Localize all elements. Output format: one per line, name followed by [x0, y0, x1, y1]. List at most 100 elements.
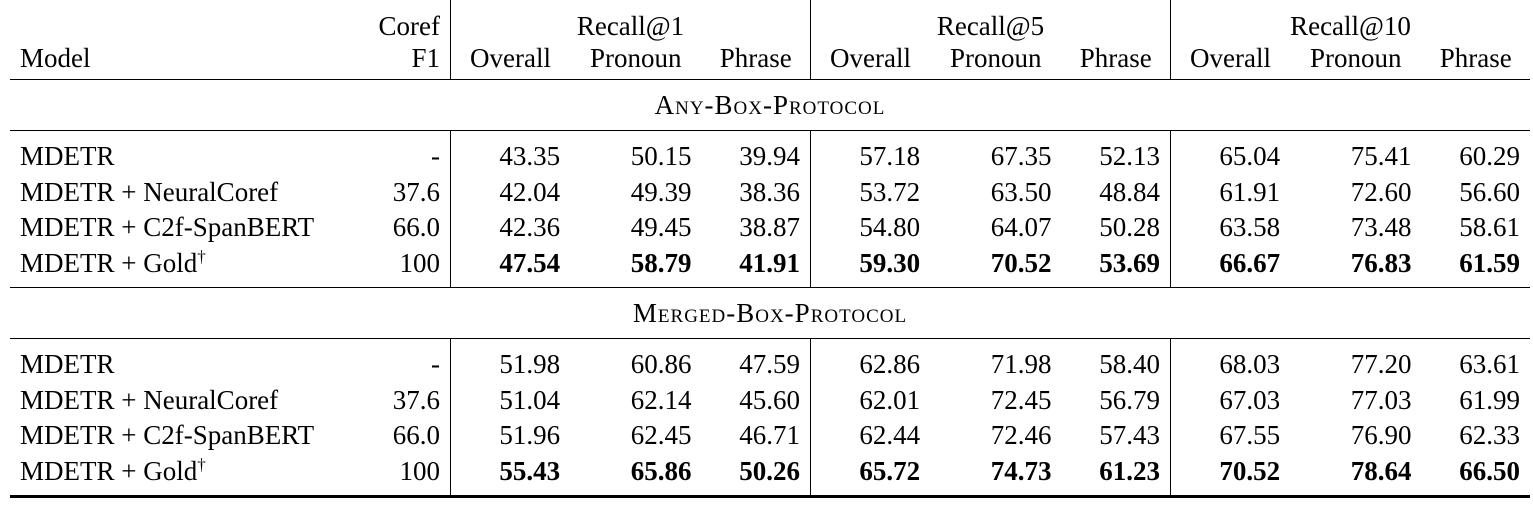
value-cell: 53.72	[810, 174, 931, 210]
value-text: 71.98	[990, 349, 1052, 380]
value-text: 41.91	[739, 247, 800, 278]
header-recall10: Recall@10	[1170, 0, 1530, 40]
value-cell: 62.01	[810, 382, 931, 418]
value-text: 62.45	[630, 420, 692, 451]
subheader: Overall	[1170, 40, 1291, 80]
subheader: Pronoun	[930, 40, 1062, 80]
value-text: 67.03	[1219, 384, 1281, 415]
value-text: 76.90	[1350, 420, 1412, 451]
section-title: Merged-Box-Protocol	[10, 287, 1530, 339]
value-cell: 61.59	[1421, 245, 1530, 288]
value-text: 62.86	[859, 349, 921, 380]
value-cell: 76.83	[1290, 245, 1422, 288]
value-text: 54.80	[859, 212, 921, 243]
value-text: 75.41	[1350, 141, 1412, 172]
value-text: 67.35	[990, 141, 1052, 172]
value-text: 61.23	[1099, 455, 1160, 486]
value-cell: 52.13	[1062, 131, 1171, 175]
value-cell: 55.43	[450, 453, 571, 498]
value-text: 50.15	[630, 141, 692, 172]
coref-f1-cell: -	[431, 349, 440, 380]
value-text: 51.98	[499, 349, 561, 380]
value-text: 58.40	[1099, 349, 1160, 380]
value-text: 72.46	[990, 420, 1052, 451]
value-text: 67.55	[1219, 420, 1281, 451]
value-cell: 71.98	[930, 339, 1061, 383]
value-text: 62.14	[630, 384, 692, 415]
value-cell: 65.04	[1170, 130, 1291, 175]
value-text: 43.35	[499, 141, 561, 172]
value-text: 42.36	[499, 212, 561, 243]
value-cell: 62.33	[1422, 418, 1531, 454]
table-row: MDETR + NeuralCoref 37.6 42.04 49.39 38.36 53…	[10, 174, 1530, 211]
model-label: MDETR + C2f-SpanBERT	[20, 212, 315, 243]
value-text: 47.59	[739, 349, 800, 380]
value-text: 51.96	[499, 420, 561, 451]
value-cell: 68.03	[1170, 338, 1291, 383]
value-text: 48.84	[1099, 176, 1160, 207]
value-text: 65.86	[630, 455, 692, 486]
value-text: 65.72	[859, 455, 921, 486]
value-cell: 57.43	[1062, 418, 1171, 454]
value-text: 50.26	[739, 455, 800, 486]
value-cell: 66.50	[1421, 453, 1530, 498]
value-text: 38.87	[739, 212, 800, 243]
value-cell: 75.41	[1290, 131, 1421, 175]
subheader: Pronoun	[570, 40, 702, 80]
value-cell: 38.87	[702, 210, 811, 246]
value-text: 78.64	[1350, 455, 1412, 486]
value-text: 66.67	[1219, 247, 1281, 278]
value-text: 63.58	[1219, 212, 1281, 243]
model-name: MDETR + NeuralCoref	[10, 175, 360, 211]
coref-f1-cell: 100	[360, 453, 451, 498]
value-cell: 50.28	[1062, 210, 1171, 246]
value-cell: 77.03	[1290, 383, 1421, 419]
value-cell: 62.44	[810, 418, 931, 454]
value-text: 74.73	[990, 455, 1052, 486]
value-text: 63.61	[1459, 349, 1520, 380]
table-row: MDETR - 43.35 50.15 39.94 57.18 67.35 52.13 65.0…	[10, 130, 1531, 175]
value-text: 60.29	[1459, 141, 1520, 172]
value-cell: 60.29	[1422, 131, 1531, 175]
value-cell: 39.94	[702, 131, 811, 175]
value-text: 77.03	[1350, 384, 1412, 415]
subheader: Phrase	[1061, 40, 1171, 80]
value-cell: 61.23	[1061, 453, 1171, 498]
table-row: MDETR - 51.98 60.86 47.59 62.86 71.98 58.40 68.0…	[10, 338, 1530, 383]
value-text: 51.04	[499, 384, 561, 415]
model-label: MDETR	[20, 141, 115, 172]
coref-f1-cell: 37.6	[392, 176, 440, 207]
value-cell: 72.60	[1290, 175, 1421, 211]
value-cell: 78.64	[1290, 453, 1422, 498]
value-text: 64.07	[990, 212, 1052, 243]
value-text: 58.79	[630, 247, 692, 278]
header-f1: F1	[360, 40, 451, 80]
coref-f1-cell: 66.0	[392, 212, 440, 243]
value-cell: 67.03	[1170, 382, 1291, 418]
model-label: MDETR	[20, 349, 115, 380]
coref-f1-cell: 66.0	[392, 420, 440, 451]
section-title-row: Merged-Box-Protocol	[10, 287, 1530, 339]
subheader: Overall	[810, 40, 931, 80]
model-name: MDETR + C2f-SpanBERT	[10, 418, 360, 454]
value-text: 55.43	[499, 455, 561, 486]
header-row-1: Coref Recall@1 Recall@5 Recall@10	[10, 0, 1530, 40]
value-cell: 46.71	[702, 418, 811, 454]
model-name: MDETR + Gold†	[10, 453, 360, 498]
value-cell: 60.86	[570, 339, 701, 383]
model-name: MDETR + C2f-SpanBERT	[10, 210, 360, 246]
value-text: 73.48	[1350, 212, 1412, 243]
value-text: 60.86	[630, 349, 692, 380]
dagger-mark: †	[197, 454, 206, 474]
value-text: 62.44	[859, 420, 921, 451]
value-cell: 59.30	[810, 245, 931, 288]
value-text: 49.45	[630, 212, 692, 243]
table-row: MDETR + NeuralCoref 37.6 51.04 62.14 45.60 62…	[10, 382, 1530, 419]
value-cell: 66.67	[1170, 245, 1291, 288]
header-coref: Coref	[378, 11, 440, 41]
header-model: Model	[10, 40, 360, 80]
value-text: 63.50	[990, 176, 1052, 207]
value-text: 68.03	[1219, 349, 1281, 380]
value-cell: 67.55	[1170, 418, 1291, 454]
value-cell: 72.46	[930, 418, 1061, 454]
